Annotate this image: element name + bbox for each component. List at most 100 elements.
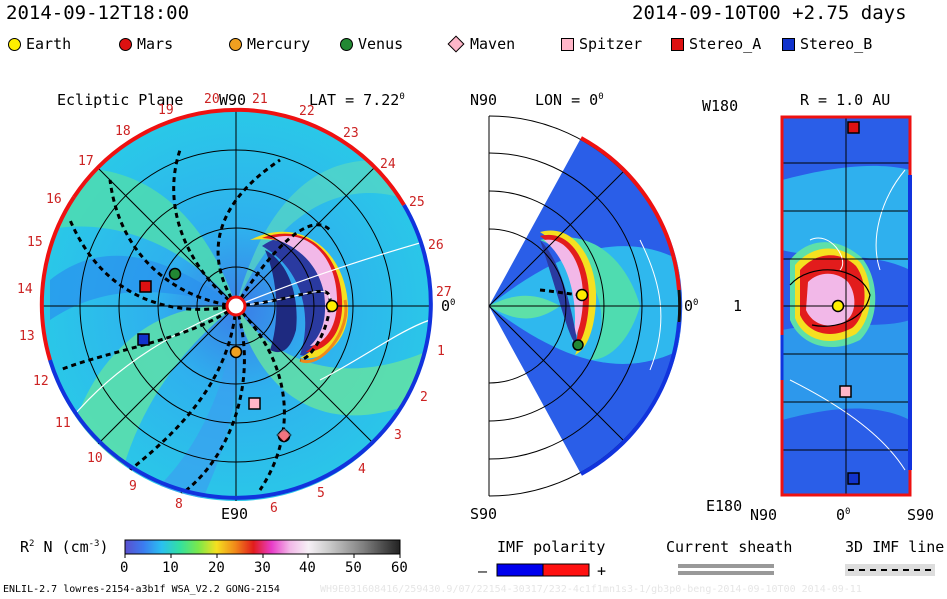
earth-marker-icon — [8, 37, 21, 51]
legend-venus: Venus — [340, 35, 403, 53]
sector-2: 2 — [420, 390, 428, 405]
radial-title: R = 1.0 AU — [800, 91, 891, 109]
ecliptic-w90-label: W90 — [219, 91, 247, 109]
meridional-venus-marker — [572, 339, 584, 351]
radial-n90-label: N90 — [750, 506, 778, 524]
sector-8: 8 — [175, 497, 183, 512]
maven-marker — [276, 427, 292, 443]
stereo-a-marker-icon — [671, 37, 684, 51]
legend-label: Spitzer — [579, 35, 643, 53]
legend-label: Venus — [358, 35, 404, 53]
imf-plus: + — [597, 562, 607, 580]
mercury-marker — [229, 345, 243, 359]
cb-close: ) — [99, 538, 109, 556]
sector-14: 14 — [17, 282, 33, 297]
sector-17: 17 — [78, 154, 94, 169]
meridional-plane-plot — [488, 115, 683, 497]
sector-24: 24 — [380, 157, 396, 172]
sector-18: 18 — [115, 124, 131, 139]
degree-mark: 0 — [598, 92, 604, 102]
imf-line-title: 3D IMF line — [845, 538, 945, 556]
sector-3: 3 — [394, 428, 402, 443]
sector-9: 9 — [129, 479, 137, 494]
legend-label: Earth — [26, 35, 72, 53]
imf-minus: – — [478, 562, 488, 580]
venus-marker-icon — [340, 37, 353, 51]
sector-11: 11 — [55, 416, 71, 431]
mercury-marker-icon — [229, 37, 242, 51]
cb-exp: -3 — [88, 539, 100, 549]
sector-22: 22 — [299, 104, 315, 119]
legend-spitzer: Spitzer — [561, 35, 642, 53]
radial-stereo-a-marker — [847, 121, 860, 134]
current-sheath-title: Current sheath — [666, 538, 793, 556]
radial-stereo-b-marker — [847, 472, 860, 485]
legend-stereo-b: Stereo_B — [782, 35, 872, 53]
radial-e180-label: E180 — [706, 497, 743, 515]
stereo-a-marker — [139, 280, 152, 293]
sector-12: 12 — [33, 374, 49, 389]
timestamp: 2014-09-12T18:00 — [6, 2, 190, 24]
sector-27: 27 — [436, 285, 452, 300]
colorbar-tick-60: 60 — [391, 560, 408, 576]
footer-run-info: WH9E031608416/259430.9/07/22154-30317/23… — [320, 584, 862, 595]
sector-10: 10 — [87, 451, 103, 466]
lat-value: LAT = 7.22 — [309, 91, 400, 109]
lon-value: LON = 0 — [535, 91, 599, 109]
ecliptic-title: Ecliptic Plane — [57, 91, 184, 109]
colorbar-tick-40: 40 — [299, 560, 316, 576]
imf-polarity-title: IMF polarity — [497, 538, 606, 556]
cb-rest: N (cm — [34, 538, 89, 556]
radial-s90-label: S90 — [907, 506, 935, 524]
sector-6: 6 — [270, 501, 278, 516]
radial-w180-label: W180 — [702, 97, 739, 115]
meridional-zero-label: 00 — [684, 297, 698, 315]
stereo-b-marker-icon — [782, 37, 795, 51]
colorbar-tick-30: 30 — [254, 560, 271, 576]
legend-label: Stereo_B — [800, 35, 873, 53]
ecliptic-zero-label: 00 — [441, 297, 455, 315]
degree-mark: 0 — [845, 507, 851, 517]
legend-maven: Maven — [447, 35, 515, 53]
sector-19: 19 — [158, 103, 174, 118]
radial-one-label: 1 — [733, 297, 743, 315]
degree-mark: 0 — [693, 298, 699, 308]
degree-mark: 0 — [399, 92, 405, 102]
sector-20: 20 — [204, 92, 220, 107]
zero-value: 0 — [441, 297, 451, 315]
zero-value: 0 — [684, 297, 694, 315]
cb-r: R — [20, 538, 30, 556]
meridional-s90-label: S90 — [470, 505, 498, 523]
ecliptic-e90-label: E90 — [221, 505, 249, 523]
zero-value: 0 — [836, 506, 846, 524]
venus-marker — [168, 267, 182, 281]
density-colorbar — [124, 539, 401, 555]
imf-positive-swatch — [542, 563, 590, 577]
run-time: 2014-09-10T00 +2.75 days — [632, 2, 907, 24]
legend-earth: Earth — [8, 35, 71, 53]
sector-23: 23 — [343, 126, 359, 141]
radial-map-plot — [780, 115, 912, 497]
degree-mark: 0 — [450, 298, 456, 308]
colorbar-tick-0: 0 — [120, 560, 129, 576]
sector-26: 26 — [428, 238, 444, 253]
meridional-lon-label: LON = 00 — [535, 91, 604, 109]
sector-5: 5 — [317, 486, 325, 501]
colorbar-tick-10: 10 — [162, 560, 179, 576]
legend-mercury: Mercury — [229, 35, 310, 53]
colorbar-tick-50: 50 — [345, 560, 362, 576]
sector-13: 13 — [19, 329, 35, 344]
footer-model-info: ENLIL-2.7 lowres-2154-a3b1f WSA_V2.2 GON… — [3, 584, 280, 595]
legend-label: Stereo_A — [689, 35, 762, 53]
colorbar-tick-20: 20 — [208, 560, 225, 576]
colorbar-label: R2 N (cm-3) — [20, 538, 109, 556]
sector-1: 1 — [437, 344, 445, 359]
earth-marker — [325, 299, 339, 313]
sector-15: 15 — [27, 235, 43, 250]
spitzer-marker-icon — [561, 37, 574, 51]
radial-earth-marker — [831, 299, 845, 313]
meridional-earth-marker — [575, 288, 589, 302]
ecliptic-plane-plot — [39, 107, 433, 501]
imf-line-swatch — [845, 564, 935, 576]
